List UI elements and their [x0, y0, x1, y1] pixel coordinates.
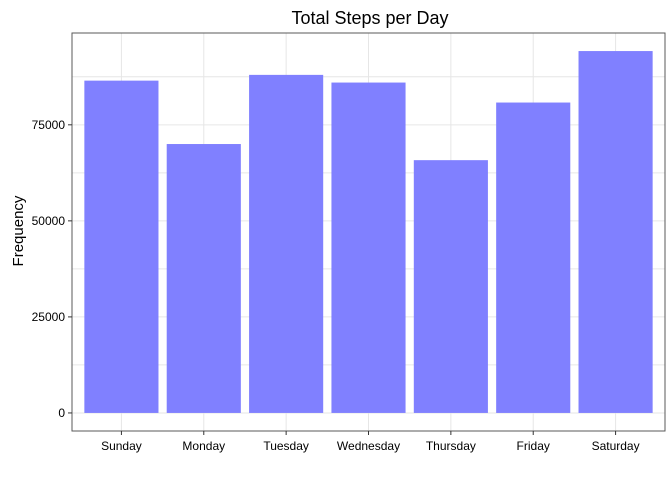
y-axis-title: Frequency	[10, 195, 27, 266]
bar-friday	[496, 102, 571, 413]
bar-monday	[166, 144, 241, 413]
x-tick-label: Tuesday	[263, 439, 309, 453]
bar-thursday	[413, 160, 488, 413]
bar-sunday	[84, 80, 159, 413]
x-axis-ticks: Sunday Monday Tuesday Wednesday Thursday Frid…	[101, 431, 640, 453]
bar-tuesday	[249, 74, 324, 413]
x-tick-label: Friday	[517, 439, 550, 453]
x-tick-label: Saturday	[592, 439, 640, 453]
x-tick-label: Monday	[182, 439, 225, 453]
bar-saturday	[578, 51, 653, 413]
chart-title: Total Steps per Day	[291, 8, 448, 28]
y-tick-label: 50000	[32, 214, 66, 228]
bar-wednesday	[331, 82, 406, 413]
x-tick-label: Wednesday	[337, 439, 400, 453]
y-tick-label: 25000	[32, 310, 66, 324]
x-tick-label: Sunday	[101, 439, 142, 453]
bars	[84, 51, 653, 413]
y-tick-label: 75000	[32, 118, 66, 132]
y-tick-label: 0	[58, 406, 65, 420]
x-tick-label: Thursday	[426, 439, 476, 453]
y-axis-ticks: 0 25000 50000 75000	[32, 118, 72, 420]
